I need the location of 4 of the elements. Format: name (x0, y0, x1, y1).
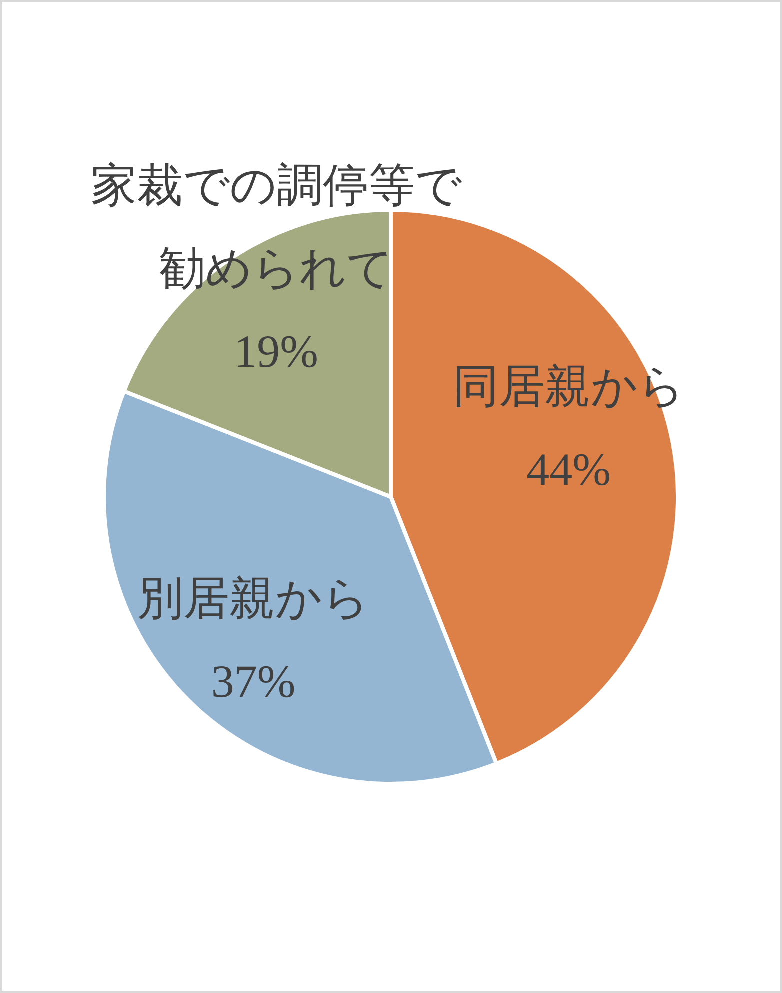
data-label: 37% (211, 656, 296, 708)
data-label: 44% (526, 444, 611, 496)
slice-label: 別居親から (137, 573, 370, 624)
data-label: 19% (234, 326, 319, 378)
